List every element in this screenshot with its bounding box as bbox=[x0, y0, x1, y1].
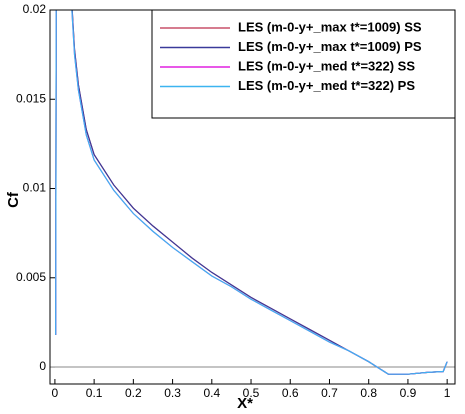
y-tick-label: 0 bbox=[39, 359, 46, 373]
x-tick-label: 0.8 bbox=[360, 386, 377, 400]
y-tick-label: 0.01 bbox=[23, 181, 47, 195]
y-axis-label: Cf bbox=[5, 191, 22, 208]
series-line bbox=[55, 10, 448, 375]
x-tick-label: 0.9 bbox=[400, 386, 417, 400]
x-axis-label: X* bbox=[237, 395, 253, 412]
x-tick-label: 0.4 bbox=[203, 386, 220, 400]
x-tick-label: 1 bbox=[444, 386, 451, 400]
x-tick-label: 0.3 bbox=[164, 386, 181, 400]
x-tick-label: 0.2 bbox=[125, 386, 142, 400]
x-tick-label: 0.6 bbox=[282, 386, 299, 400]
legend-label: LES (m-0-y+_max t*=1009) PS bbox=[238, 39, 422, 54]
legend-label: LES (m-0-y+_med t*=322) SS bbox=[238, 58, 415, 73]
y-tick-label: 0.02 bbox=[23, 2, 47, 16]
x-tick-label: 0.5 bbox=[243, 386, 260, 400]
legend-label: LES (m-0-y+_max t*=1009) SS bbox=[238, 19, 422, 34]
y-tick-label: 0.015 bbox=[16, 91, 46, 105]
x-tick-label: 0.1 bbox=[86, 386, 103, 400]
y-tick-label: 0.005 bbox=[16, 270, 46, 284]
x-tick-label: 0.7 bbox=[321, 386, 338, 400]
x-tick-label: 0 bbox=[52, 386, 59, 400]
legend-label: LES (m-0-y+_med t*=322) PS bbox=[238, 78, 415, 93]
plot-area bbox=[55, 10, 448, 375]
